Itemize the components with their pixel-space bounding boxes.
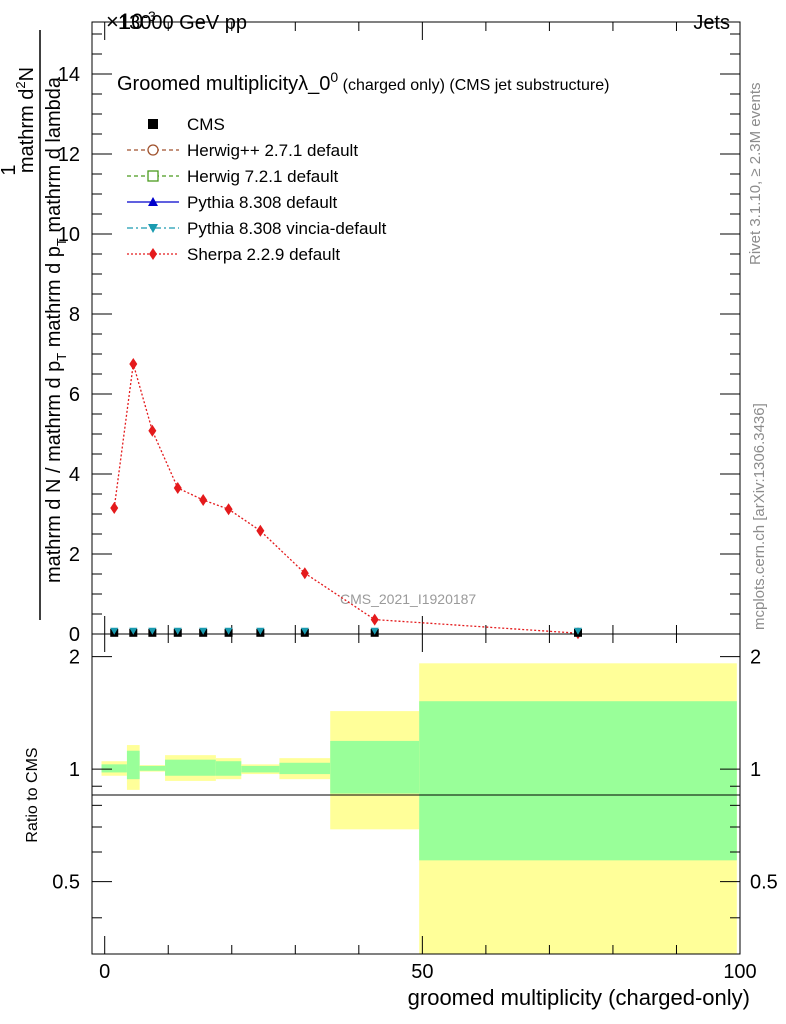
sherpa-point: [199, 494, 208, 506]
ratio-y-tick-label: 0.5: [750, 872, 778, 894]
x-axis-ticks: [104, 22, 741, 954]
y-label-numerator: mathrm d2N: [13, 67, 38, 173]
main-axis-ticks: [92, 33, 740, 635]
category-label: Jets: [693, 12, 730, 34]
vincia-point: [199, 627, 208, 635]
y-tick-label: 6: [69, 384, 80, 406]
sherpa-point: [224, 503, 233, 516]
vincia-point: [173, 627, 182, 635]
legend-marker: [148, 197, 158, 206]
sherpa-point: [173, 482, 182, 494]
ratio-band-inner: [330, 740, 420, 794]
legend-label: Sherpa 2.2.9 default: [187, 245, 340, 264]
ratio-band-inner: [241, 765, 280, 773]
sherpa-point: [129, 358, 138, 370]
ratio-band-inner: [139, 765, 166, 771]
vincia-point: [370, 627, 379, 635]
vincia-point: [110, 627, 119, 635]
exponent-label: ×10-3: [106, 8, 156, 34]
main-plot-frame: [91, 21, 741, 635]
legend-marker: [148, 224, 158, 233]
ratio-plot-frame: [91, 633, 741, 955]
mcplots-label: mcplots.cern.ch [arXiv:1306.3436]: [751, 403, 768, 630]
y-tick-label: 0: [69, 624, 80, 646]
ratio-y-tick-label: 1: [69, 759, 80, 781]
x-tick-label: 0: [99, 961, 110, 983]
ratio-y-tick-label: 1: [750, 759, 761, 781]
y-tick-label: 2: [69, 544, 80, 566]
ratio-band-inner: [419, 701, 737, 861]
legend-label: Pythia 8.308 default: [187, 193, 338, 212]
vincia-point: [300, 627, 309, 635]
vincia-point: [256, 627, 265, 635]
sherpa-point: [148, 424, 157, 437]
ratio-axis-ticks: [92, 656, 740, 919]
sherpa-point: [256, 524, 265, 537]
ratio-y-tick-label: 0.5: [52, 872, 80, 894]
legend-label: Herwig 7.2.1 default: [187, 167, 338, 186]
legend-marker: [148, 119, 158, 129]
y-tick-label: 10: [58, 224, 80, 246]
vincia-point: [129, 627, 138, 635]
sherpa-point: [110, 502, 119, 514]
y-tick-label: 8: [69, 304, 80, 326]
x-tick-label: 50: [411, 961, 433, 983]
legend: CMS Herwig++ 2.7.1 default Herwig 7.2.1 de…: [127, 115, 387, 264]
ratio-y-tick-label: 2: [69, 647, 80, 669]
legend-marker: [147, 144, 159, 156]
legend-marker: [149, 248, 157, 260]
legend-label: Pythia 8.308 vincia-default: [187, 219, 387, 238]
legend-label: CMS: [187, 115, 225, 134]
vincia-point: [224, 627, 233, 635]
y-tick-label: 12: [58, 144, 80, 166]
plot-title: Groomed multiplicityλ_00 (charged only) …: [117, 69, 609, 95]
ratio-band-inner: [101, 764, 127, 773]
rivet-version-label: Rivet 3.1.10, ≥ 2.3M events: [747, 83, 764, 266]
x-tick-label: 100: [723, 961, 756, 983]
ratio-uncertainty-bands: [101, 663, 737, 954]
ratio-band-inner: [215, 761, 242, 776]
main-y-axis-label: 1 mathrm d2N mathrm d N / mathrm d pT ma…: [0, 30, 69, 620]
y-tick-label: 14: [58, 64, 80, 86]
legend-marker: [147, 170, 159, 182]
sherpa-point: [370, 613, 379, 626]
ratio-band-inner: [165, 759, 216, 776]
analysis-watermark: CMS_2021_I1920187: [340, 591, 476, 607]
vincia-point: [148, 627, 157, 635]
sherpa-point: [300, 567, 309, 580]
data-series: [110, 358, 582, 640]
x-axis-label: groomed multiplicity (charged-only): [408, 985, 750, 1010]
energy-label: 13000 GeV pp: [118, 12, 247, 34]
y-label-denominator: mathrm d N / mathrm d pT mathrm d pT mat…: [43, 76, 69, 583]
vincia-point: [574, 627, 582, 635]
y-tick-label: 4: [69, 464, 80, 486]
ratio-y-axis-label: Ratio to CMS: [24, 747, 41, 842]
ratio-y-tick-label: 2: [750, 647, 761, 669]
y-label-top: 1: [0, 164, 20, 175]
ratio-band-inner: [126, 750, 140, 780]
legend-label: Herwig++ 2.7.1 default: [187, 141, 358, 160]
ratio-band-inner: [279, 762, 331, 775]
